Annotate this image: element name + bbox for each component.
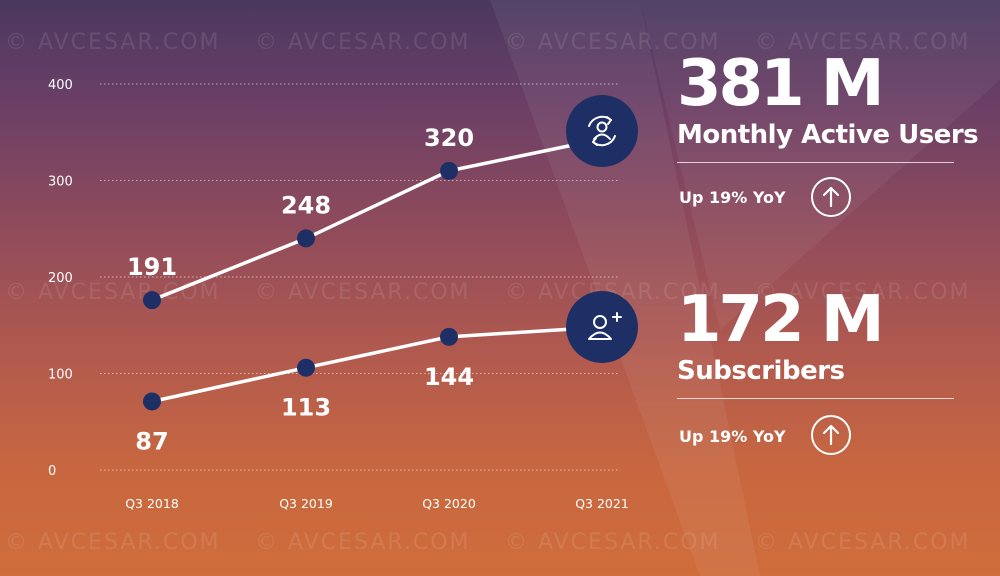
background-light-beam [490,0,760,576]
data-label: 144 [424,363,474,391]
data-point [440,327,458,346]
arrow-up-icon [811,415,851,455]
y-tick-label: 300 [48,175,73,190]
users-refresh-icon [566,95,638,167]
data-point [143,392,161,411]
stat-value: 381 M [677,47,885,121]
watermark-text: © AVCESAR.COM [755,530,971,555]
stat-monthly-active-users: 381 M Monthly Active Users [677,47,979,163]
stat-value: 172 M [677,283,885,357]
refresh-arrowhead [592,137,598,146]
divider [677,398,954,399]
x-axis-ticks: Q3 2018 Q3 2019 Q3 2020 Q3 2021 [125,496,629,511]
stat-change: Up 19% YoY [679,188,786,207]
watermark-text: © AVCESAR.COM [505,30,721,55]
plus-sign [612,312,622,322]
divider [677,162,954,163]
watermark-text: © AVCESAR.COM [255,530,471,555]
series-line [150,325,604,404]
data-label: 191 [127,253,177,281]
arrow-up-icon [811,177,851,217]
data-point [143,291,161,310]
watermark-text: © AVCESAR.COM [255,280,471,305]
y-tick-label: 200 [48,271,73,286]
series-points [143,161,458,411]
x-tick-label: Q3 2020 [422,496,476,511]
x-tick-label: Q3 2019 [279,496,333,511]
series-line [150,137,604,302]
user-head [596,121,608,133]
y-axis-ticks: 0 100 200 300 400 [48,78,73,479]
x-tick-label: Q3 2018 [125,496,179,511]
user-head [593,315,607,329]
data-labels: 191 248 320 87 113 144 [127,124,474,456]
y-tick-label: 100 [48,368,73,383]
background-light-beam-2 [640,0,1000,330]
x-tick-label: Q3 2021 [575,496,629,511]
watermark-text: © AVCESAR.COM [5,30,221,55]
series-lines [150,131,604,404]
add-user-icon [566,291,638,363]
stat-label: Monthly Active Users [677,120,979,150]
user-body [588,331,612,340]
data-label: 320 [424,124,474,152]
watermark-text: © AVCESAR.COM [5,280,221,305]
data-point [297,358,315,377]
watermark-text: © AVCESAR.COM [5,530,221,555]
data-point [440,161,458,180]
y-tick-label: 0 [48,464,56,479]
stat-label: Subscribers [677,356,845,386]
series-badges [566,95,638,363]
data-label: 113 [281,394,331,422]
watermark-text: © AVCESAR.COM [505,530,721,555]
stat-change: Up 19% YoY [679,427,786,446]
data-point [297,229,315,248]
refresh-arrowhead [606,116,612,125]
data-label: 87 [135,427,168,455]
grid [100,83,620,471]
watermark-text: © AVCESAR.COM [755,30,971,55]
watermark-text: © AVCESAR.COM [755,280,971,305]
watermark-text: © AVCESAR.COM [255,30,471,55]
data-label: 248 [281,191,331,219]
y-tick-label: 400 [48,78,73,93]
stat-subscribers: 172 M Subscribers [677,288,954,399]
